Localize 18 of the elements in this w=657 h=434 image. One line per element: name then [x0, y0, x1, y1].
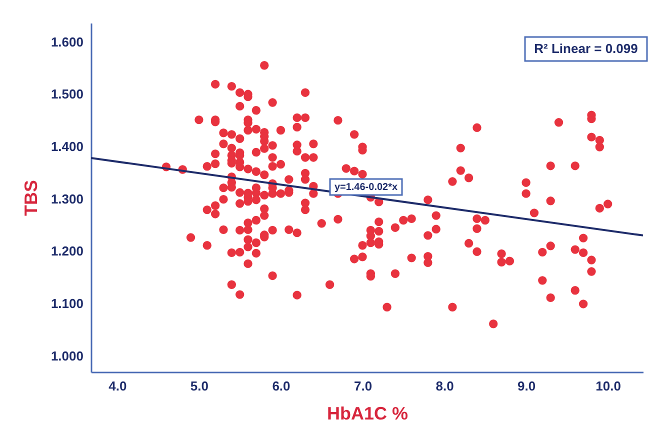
y-tick-label: 1.600 [50, 34, 84, 50]
x-tick-label: 4.0 [108, 378, 127, 394]
x-tick-label: 9.0 [518, 378, 536, 394]
annotation: R² Linear = 0.099 [534, 41, 638, 56]
y-tick-label: 1.400 [50, 138, 84, 154]
x-tick-label: 6.0 [272, 378, 290, 394]
y-tick-label: 1.500 [50, 86, 84, 102]
x-tick-label: 7.0 [354, 378, 372, 394]
y-tick-label: 1.300 [50, 191, 84, 206]
x-tick-label: 5.0 [190, 378, 208, 394]
x-tick-label: 8.0 [436, 378, 454, 394]
annotation: y=1.46-0.02*x [334, 182, 398, 193]
y-tick-label: 1.100 [50, 296, 84, 311]
y-axis-title: TBS [20, 180, 41, 216]
y-tick-label: 1.000 [50, 348, 84, 364]
y-tick-label: 1.200 [50, 244, 84, 259]
x-tick-label: 10.0 [596, 378, 621, 394]
x-axis-title: HbA1C % [326, 404, 408, 424]
